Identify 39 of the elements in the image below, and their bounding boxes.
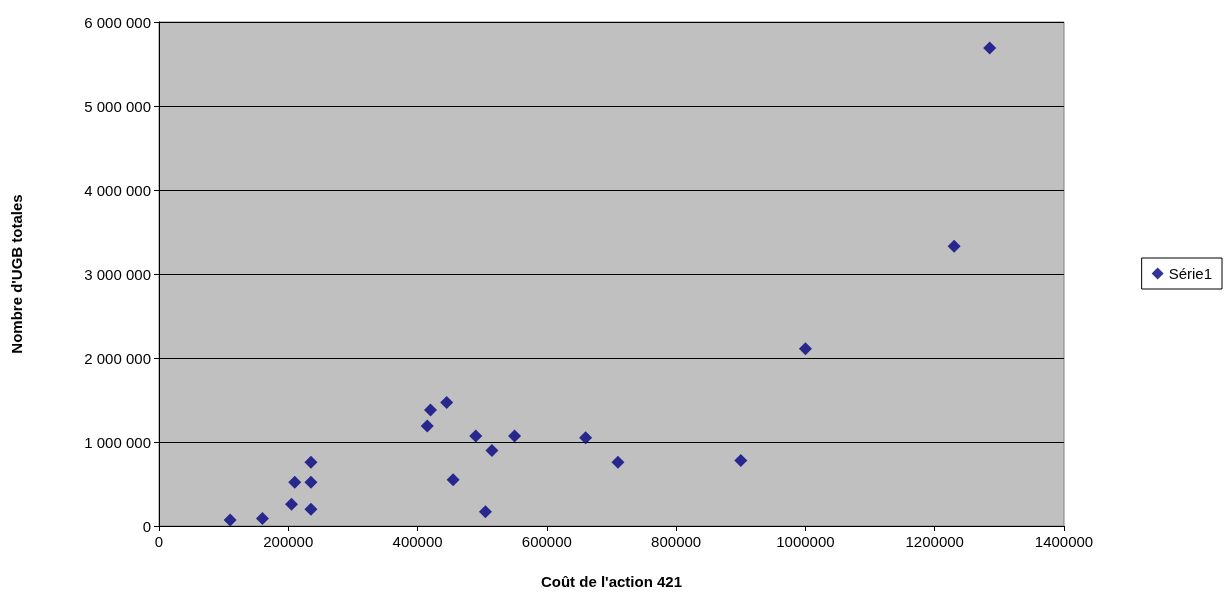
point	[611, 455, 625, 469]
point	[440, 396, 454, 410]
x-tick-label: 1400000	[1034, 533, 1094, 550]
point	[288, 475, 302, 489]
point	[798, 342, 812, 356]
x-tick-label: 0	[154, 533, 164, 550]
y-tick-label: 6 000 000	[84, 13, 151, 31]
point	[420, 419, 434, 433]
point	[304, 475, 318, 489]
point	[478, 505, 492, 519]
y-tick-label: 4 000 000	[84, 181, 151, 199]
point	[285, 497, 299, 511]
x-tick-label: 1200000	[905, 533, 964, 550]
x-tick-label: 600000	[521, 533, 572, 550]
point	[255, 511, 269, 525]
point	[304, 502, 318, 516]
x-tick-label: 1000000	[776, 533, 835, 550]
y-tick-label: 2 000 000	[84, 349, 151, 367]
point	[304, 455, 318, 469]
point	[485, 443, 499, 457]
point	[734, 453, 748, 467]
point	[579, 431, 593, 445]
y-tick-label: 1 000 000	[84, 433, 151, 451]
point	[983, 41, 997, 55]
x-tick-label: 200000	[263, 533, 314, 550]
point	[446, 473, 460, 487]
point	[947, 239, 961, 253]
point	[508, 429, 522, 443]
y-tick-label: 0	[142, 517, 151, 535]
point	[424, 403, 437, 417]
x-tick-label: 800000	[651, 533, 702, 550]
x-axis-title: Coût de l'action 421	[540, 573, 683, 590]
y-tick-label: 5 000 000	[84, 97, 151, 115]
y-axis-title: Nombre d'UGB totales	[8, 194, 25, 354]
x-tick-label: 400000	[392, 533, 443, 550]
legend-label: Série1	[1168, 265, 1212, 282]
point	[469, 429, 483, 443]
y-tick-label: 3 000 000	[84, 265, 151, 283]
point	[223, 513, 237, 527]
